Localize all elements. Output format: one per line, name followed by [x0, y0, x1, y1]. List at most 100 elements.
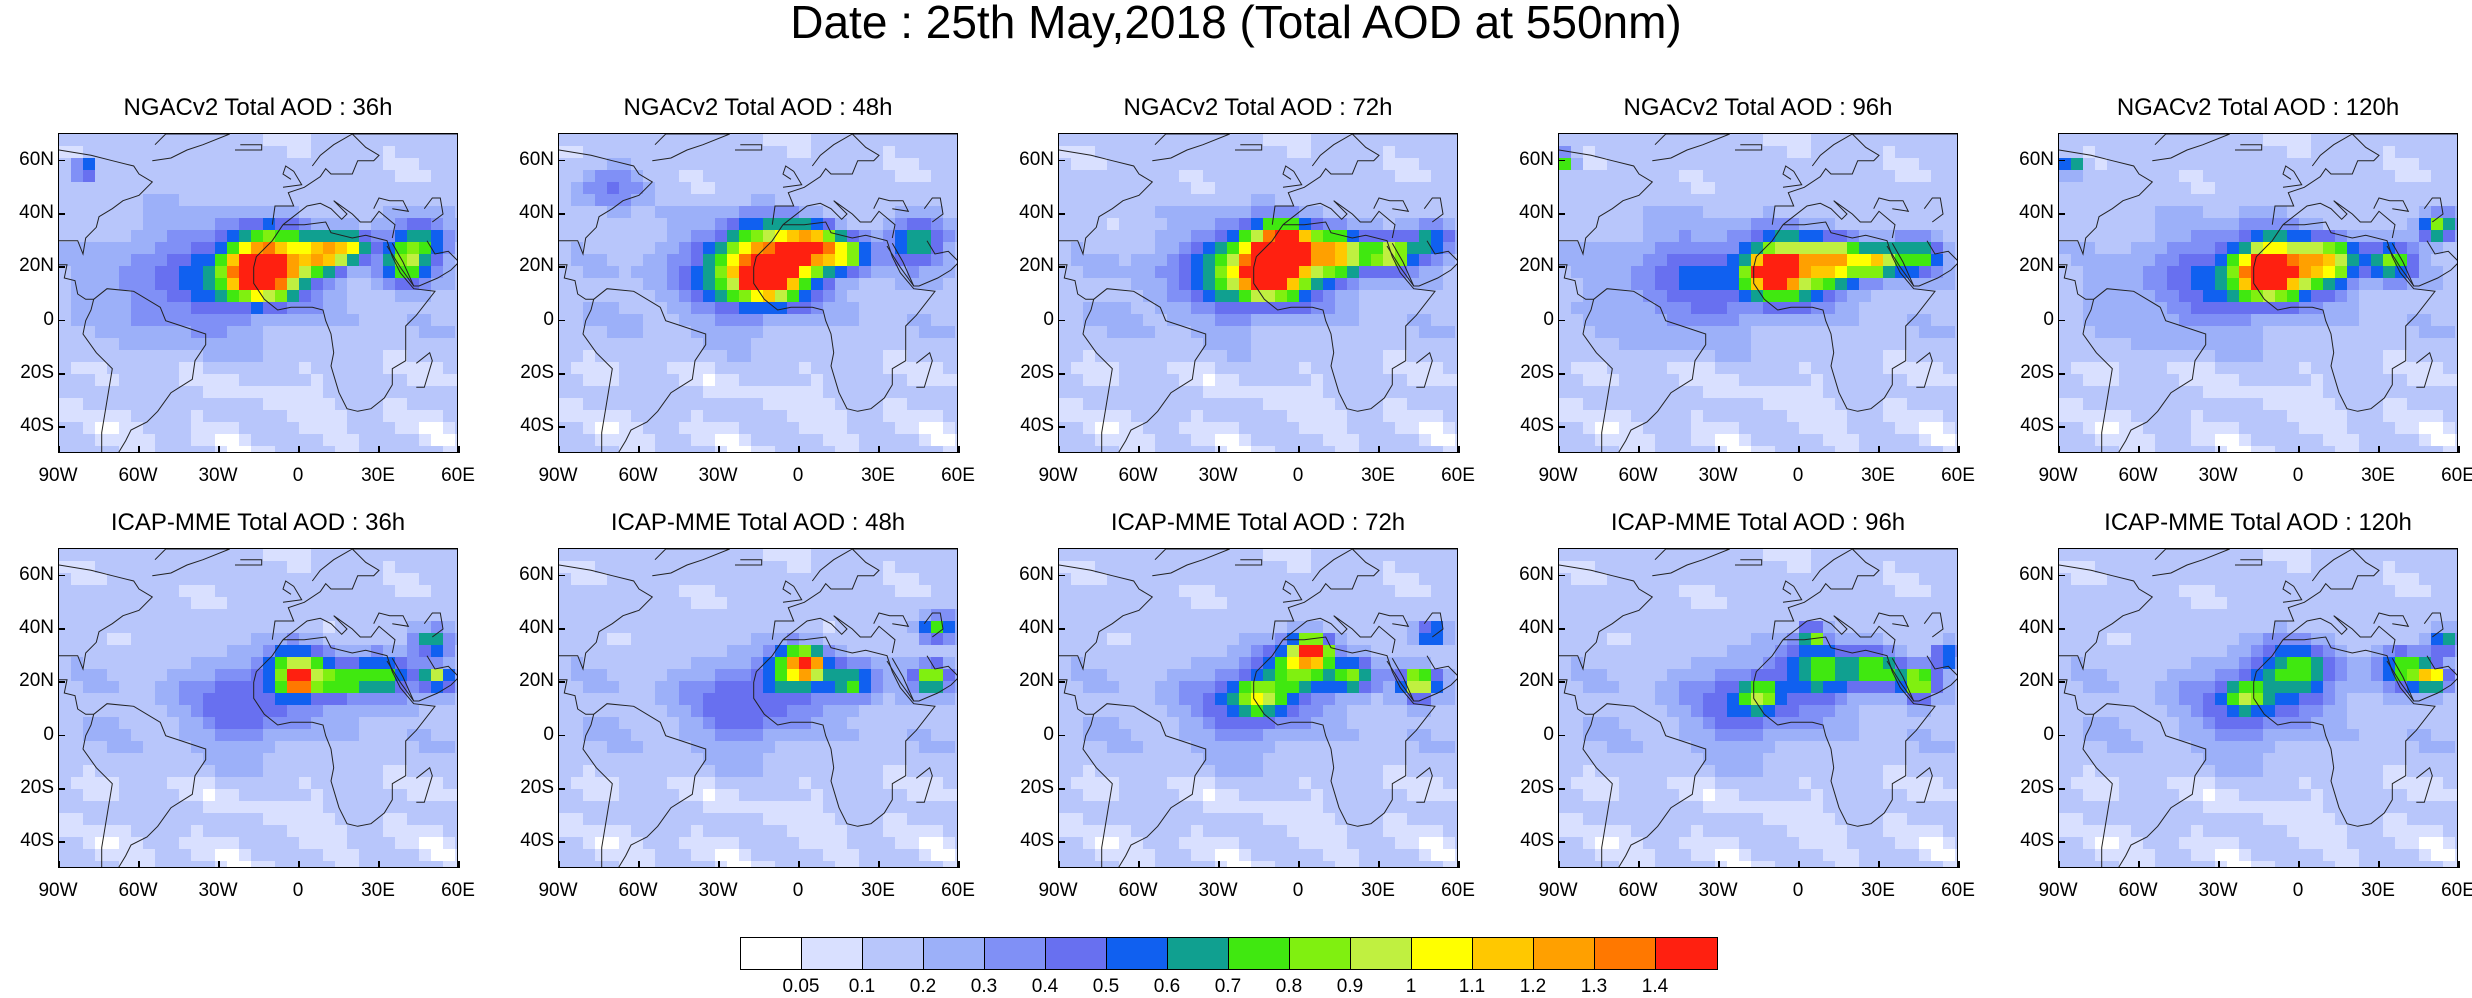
- lon-tick: [298, 861, 300, 868]
- lat-tick: [1058, 373, 1065, 375]
- lon-tick-label: 30E: [1348, 465, 1408, 487]
- aod-map: [2058, 133, 2458, 453]
- lat-tick: [1558, 160, 1565, 162]
- lon-tick-label: 30W: [688, 465, 748, 487]
- colorbar-swatch: [1534, 938, 1595, 969]
- lon-tick-label: 0: [268, 465, 328, 487]
- lat-tick-label: 20N: [1498, 256, 1554, 276]
- aod-field: [2059, 134, 2458, 453]
- lon-tick-label: 60W: [608, 465, 668, 487]
- lat-tick: [1558, 373, 1565, 375]
- lon-tick-label: 90W: [2028, 465, 2088, 487]
- lon-tick: [638, 446, 640, 453]
- lon-tick: [1878, 446, 1880, 453]
- lon-tick: [1638, 446, 1640, 453]
- lat-tick: [2058, 160, 2065, 162]
- colorbar-swatch: [1290, 938, 1351, 969]
- lat-tick-label: 40N: [1998, 203, 2054, 223]
- lon-tick-label: 0: [1768, 880, 1828, 902]
- lon-tick: [558, 446, 560, 453]
- lon-tick: [2058, 446, 2060, 453]
- lon-tick-label: 0: [2268, 465, 2328, 487]
- colorbar-swatch: [1595, 938, 1656, 969]
- lat-tick-label: 40N: [0, 203, 54, 223]
- lat-tick: [558, 735, 565, 737]
- lon-tick-label: 30W: [1188, 880, 1248, 902]
- lon-tick-label: 60W: [108, 880, 168, 902]
- lat-tick-label: 20S: [998, 778, 1054, 798]
- lat-tick-label: 60N: [498, 565, 554, 585]
- lon-tick: [1798, 861, 1800, 868]
- lat-tick: [558, 320, 565, 322]
- lat-tick-label: 0: [998, 725, 1054, 745]
- lat-tick-label: 40N: [1998, 618, 2054, 638]
- lat-tick: [58, 575, 65, 577]
- lon-tick-label: 30E: [2348, 880, 2408, 902]
- lat-tick: [58, 841, 65, 843]
- lon-tick-label: 30E: [1848, 880, 1908, 902]
- colorbar-swatch: [1412, 938, 1473, 969]
- lon-tick-label: 30W: [1688, 880, 1748, 902]
- lon-tick: [1798, 446, 1800, 453]
- colorbar-swatch: [924, 938, 985, 969]
- lon-tick: [1558, 861, 1560, 868]
- panel-title: ICAP-MME Total AOD : 96h: [1478, 508, 2038, 538]
- aod-field: [59, 134, 458, 453]
- lat-tick: [558, 160, 565, 162]
- lat-tick-label: 20N: [1998, 256, 2054, 276]
- lat-tick: [2058, 681, 2065, 683]
- lat-tick-label: 20S: [0, 363, 54, 383]
- lon-tick-label: 0: [1768, 465, 1828, 487]
- lon-tick: [2218, 861, 2220, 868]
- lon-tick: [958, 861, 960, 868]
- lat-tick: [2058, 213, 2065, 215]
- lat-tick-label: 40S: [1998, 416, 2054, 436]
- lon-tick-label: 30E: [348, 880, 408, 902]
- lon-tick: [2378, 446, 2380, 453]
- lat-tick: [58, 681, 65, 683]
- lat-tick-label: 20S: [1498, 363, 1554, 383]
- lon-tick-label: 30W: [1188, 465, 1248, 487]
- lat-tick: [1558, 735, 1565, 737]
- lat-tick: [58, 213, 65, 215]
- lon-tick-label: 30E: [2348, 465, 2408, 487]
- lon-tick-label: 60E: [1928, 465, 1988, 487]
- lon-tick: [558, 861, 560, 868]
- aod-field: [59, 549, 458, 868]
- lon-tick: [1058, 861, 1060, 868]
- lat-tick: [58, 373, 65, 375]
- lon-tick-label: 90W: [28, 465, 88, 487]
- lon-tick-label: 30W: [2188, 465, 2248, 487]
- lat-tick: [558, 788, 565, 790]
- lon-tick: [1878, 861, 1880, 868]
- aod-field: [2059, 549, 2458, 868]
- lon-tick: [1958, 446, 1960, 453]
- panel-title: ICAP-MME Total AOD : 72h: [978, 508, 1538, 538]
- lat-tick-label: 0: [998, 310, 1054, 330]
- colorbar-swatch: [802, 938, 863, 969]
- lon-tick: [298, 446, 300, 453]
- aod-map: [558, 133, 958, 453]
- lat-tick: [1058, 320, 1065, 322]
- lat-tick-label: 20N: [498, 256, 554, 276]
- lat-tick: [2058, 841, 2065, 843]
- lat-tick-label: 20N: [998, 256, 1054, 276]
- lat-tick-label: 40S: [0, 831, 54, 851]
- lon-tick-label: 30E: [1348, 880, 1408, 902]
- lon-tick: [1378, 446, 1380, 453]
- lon-tick: [1718, 446, 1720, 453]
- lat-tick-label: 0: [1998, 725, 2054, 745]
- lat-tick-label: 20N: [0, 256, 54, 276]
- lat-tick-label: 20S: [1998, 363, 2054, 383]
- aod-map: [1058, 133, 1458, 453]
- lon-tick-label: 0: [1268, 465, 1328, 487]
- lat-tick-label: 40N: [498, 618, 554, 638]
- lat-tick: [558, 213, 565, 215]
- lon-tick: [1058, 446, 1060, 453]
- lat-tick-label: 0: [1498, 310, 1554, 330]
